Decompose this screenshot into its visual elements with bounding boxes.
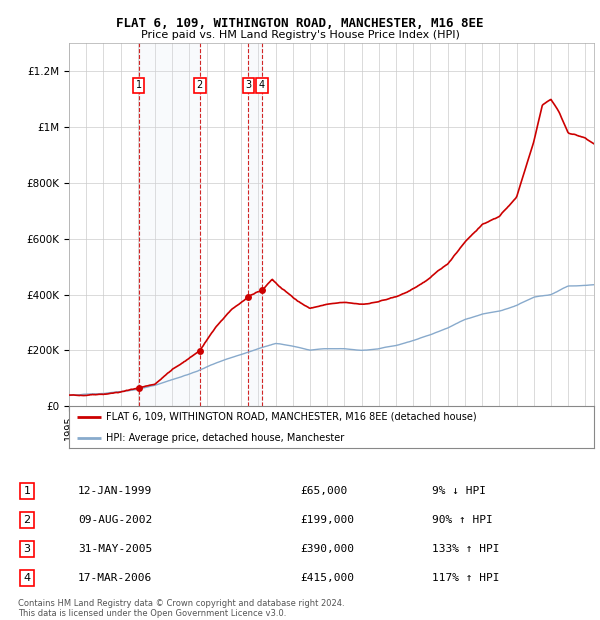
Text: 31-MAY-2005: 31-MAY-2005 xyxy=(78,544,152,554)
Text: 2: 2 xyxy=(197,80,203,91)
Text: 117% ↑ HPI: 117% ↑ HPI xyxy=(432,573,499,583)
Text: £415,000: £415,000 xyxy=(300,573,354,583)
Text: 3: 3 xyxy=(245,80,251,91)
Text: 9% ↓ HPI: 9% ↓ HPI xyxy=(432,486,486,496)
Text: 3: 3 xyxy=(23,544,31,554)
Text: FLAT 6, 109, WITHINGTON ROAD, MANCHESTER, M16 8EE: FLAT 6, 109, WITHINGTON ROAD, MANCHESTER… xyxy=(116,17,484,30)
Text: £390,000: £390,000 xyxy=(300,544,354,554)
Text: 09-AUG-2002: 09-AUG-2002 xyxy=(78,515,152,525)
Text: 90% ↑ HPI: 90% ↑ HPI xyxy=(432,515,493,525)
Text: 133% ↑ HPI: 133% ↑ HPI xyxy=(432,544,499,554)
Text: 1: 1 xyxy=(136,80,142,91)
Text: Contains HM Land Registry data © Crown copyright and database right 2024.
This d: Contains HM Land Registry data © Crown c… xyxy=(18,599,344,618)
Text: 4: 4 xyxy=(23,573,31,583)
Text: 2: 2 xyxy=(23,515,31,525)
Text: HPI: Average price, detached house, Manchester: HPI: Average price, detached house, Manc… xyxy=(106,433,344,443)
Bar xyxy=(248,43,262,406)
Text: Price paid vs. HM Land Registry's House Price Index (HPI): Price paid vs. HM Land Registry's House … xyxy=(140,30,460,40)
Text: 1: 1 xyxy=(23,486,31,496)
Text: £65,000: £65,000 xyxy=(300,486,347,496)
Text: £199,000: £199,000 xyxy=(300,515,354,525)
Text: 12-JAN-1999: 12-JAN-1999 xyxy=(78,486,152,496)
Text: FLAT 6, 109, WITHINGTON ROAD, MANCHESTER, M16 8EE (detached house): FLAT 6, 109, WITHINGTON ROAD, MANCHESTER… xyxy=(106,412,476,422)
Text: 17-MAR-2006: 17-MAR-2006 xyxy=(78,573,152,583)
Bar xyxy=(139,43,200,406)
Text: 4: 4 xyxy=(259,80,265,91)
